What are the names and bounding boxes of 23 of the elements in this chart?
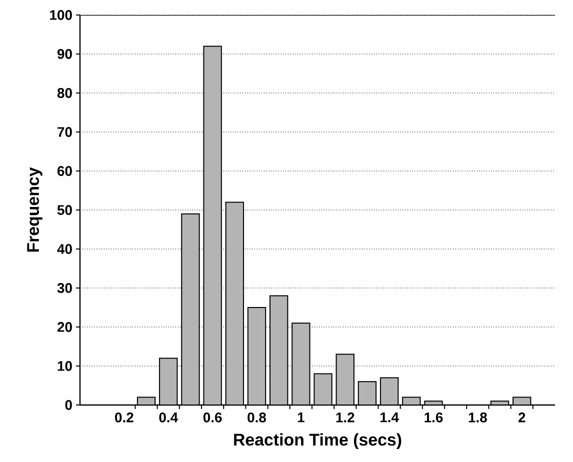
x-tick-label: 0.4 [159, 412, 178, 422]
y-tick-label: 100 [50, 10, 72, 20]
x-tick-label: 1.4 [380, 412, 399, 422]
x-tick-label: 0.6 [203, 412, 222, 422]
y-axis-title: Frequency [27, 167, 42, 252]
y-tick-label: 0 [65, 400, 72, 410]
x-tick-label: 1.8 [468, 412, 487, 422]
y-tick-label: 80 [57, 88, 72, 98]
x-tick-label: 1.2 [336, 412, 354, 422]
x-tick-label: 2 [518, 412, 526, 422]
y-tick-label: 30 [57, 283, 72, 293]
x-tick-label: 1 [298, 412, 304, 422]
y-tick-label: 10 [58, 361, 72, 371]
x-tick-label: 0.8 [248, 412, 266, 422]
y-tick-label: 50 [57, 205, 72, 215]
y-tick-label: 60 [57, 166, 72, 176]
x-tick-label: 0.2 [115, 412, 134, 422]
y-tick-label: 70 [58, 127, 72, 137]
y-tick-label: 90 [57, 49, 72, 59]
x-tick-label: 1.6 [424, 412, 443, 422]
y-tick-label: 40 [57, 244, 72, 254]
y-tick-label: 20 [57, 322, 72, 332]
x-axis-title: Reaction Time (secs) [234, 433, 402, 450]
